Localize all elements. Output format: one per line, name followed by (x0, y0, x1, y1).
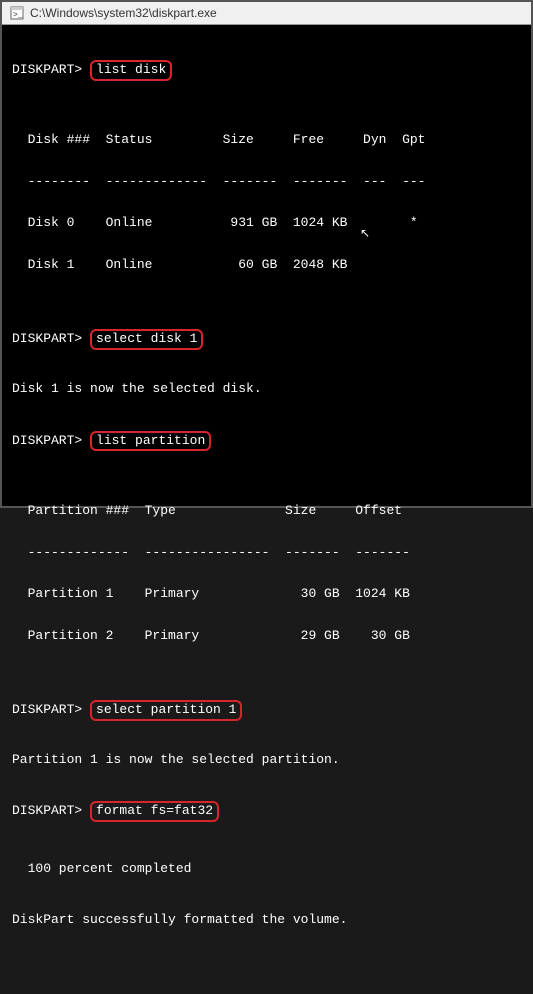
prompt: DISKPART> (12, 433, 82, 448)
partition-table: Partition ### Type Size Offset ---------… (12, 480, 521, 667)
format-progress: 100 percent completed (12, 859, 521, 880)
format-success: DiskPart successfully formatted the volu… (12, 910, 521, 931)
table-header: Disk ### Status Size Free Dyn Gpt (12, 130, 521, 151)
cmd-select-partition: select partition 1 (90, 700, 242, 721)
cmd-format: format fs=fat32 (90, 801, 219, 822)
table-divider: -------- ------------- ------- ------- -… (12, 172, 521, 193)
cmd-list-disk: list disk (90, 60, 172, 81)
prompt: DISKPART> (12, 702, 82, 717)
output-message: Partition 1 is now the selected partitio… (12, 750, 521, 771)
cmd-list-partition: list partition (90, 431, 211, 452)
table-header: Partition ### Type Size Offset (12, 501, 521, 522)
table-divider: ------------- ---------------- ------- -… (12, 543, 521, 564)
svg-text:>_: >_ (13, 11, 23, 20)
window-title: C:\Windows\system32\diskpart.exe (30, 6, 217, 20)
table-row: Disk 1 Online 60 GB 2048 KB (12, 255, 521, 276)
table-row: Partition 1 Primary 30 GB 1024 KB (12, 584, 521, 605)
cmd-select-disk: select disk 1 (90, 329, 203, 350)
prompt: DISKPART> (12, 331, 82, 346)
table-row: Disk 0 Online 931 GB 1024 KB * (12, 213, 521, 234)
prompt: DISKPART> (12, 62, 82, 77)
disk-table: Disk ### Status Size Free Dyn Gpt ------… (12, 109, 521, 296)
cmd-icon: >_ (10, 6, 24, 20)
prompt: DISKPART> (12, 803, 82, 818)
output-message: Disk 1 is now the selected disk. (12, 379, 521, 400)
titlebar[interactable]: >_ C:\Windows\system32\diskpart.exe (2, 2, 531, 25)
terminal-output[interactable]: DISKPART> list disk Disk ### Status Size… (2, 25, 531, 503)
command-window: >_ C:\Windows\system32\diskpart.exe DISK… (0, 0, 533, 508)
table-row: Partition 2 Primary 29 GB 30 GB (12, 626, 521, 647)
